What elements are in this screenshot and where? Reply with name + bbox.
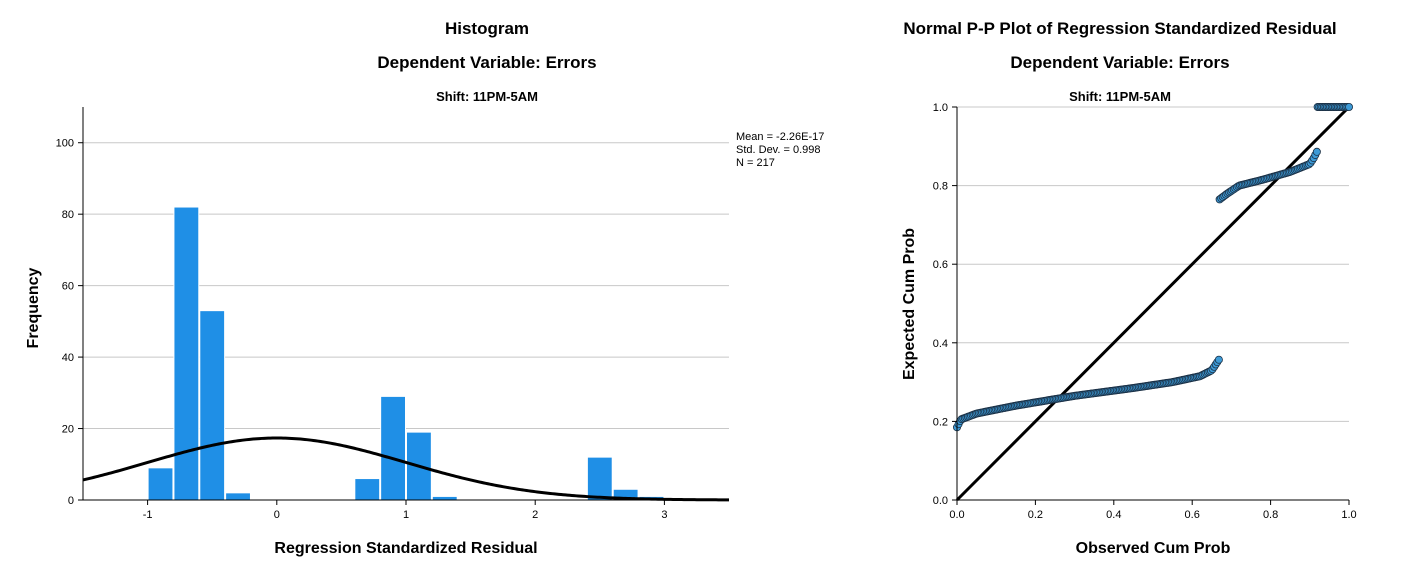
pp-points	[953, 103, 1354, 432]
histogram-y-tick-label: 40	[62, 352, 74, 364]
histogram-bar	[380, 395, 407, 501]
histogram-normal-curve	[82, 436, 730, 502]
pp-y-tick-label: 0.8	[933, 181, 948, 193]
pp-plot-chart: Normal P-P Plot of Regression Standardiz…	[901, 19, 1357, 557]
pp-panel-label: Shift: 11PM-5AM	[1069, 89, 1171, 104]
pp-x-tick-label: 0.2	[1028, 509, 1043, 521]
pp-point	[1312, 147, 1321, 156]
histogram-x-tick-label: 1	[403, 509, 409, 521]
pp-y-axis-label: Expected Cum Prob	[901, 228, 918, 380]
pp-subtitle: Dependent Variable: Errors	[1010, 53, 1229, 72]
histogram-bar	[173, 206, 200, 501]
pp-y-tick-label: 1.0	[933, 102, 948, 114]
pp-y-ticks: 0.0 0.2 0.4 0.6 0.8 1.0	[933, 102, 957, 507]
histogram-y-tick-label: 20	[62, 424, 74, 436]
pp-reference-line-group	[955, 105, 1351, 502]
pp-reference-line	[955, 105, 1351, 502]
pp-x-axis-label: Observed Cum Prob	[1076, 540, 1231, 557]
histogram-chart: Histogram Dependent Variable: Errors Shi…	[25, 19, 824, 557]
histogram-x-tick-label: -1	[143, 509, 153, 521]
histogram-normal-curve-group	[82, 436, 730, 502]
histogram-y-tick-label: 0	[68, 495, 74, 507]
histogram-x-tick-label: 2	[532, 509, 538, 521]
histogram-x-tick-label: 3	[661, 509, 667, 521]
histogram-bar	[431, 495, 458, 501]
histogram-y-tick-label: 100	[56, 138, 74, 150]
histogram-bar	[225, 492, 251, 501]
histogram-title: Histogram	[445, 19, 529, 38]
pp-point	[1345, 103, 1354, 112]
pp-x-tick-label: 0.4	[1106, 509, 1121, 521]
histogram-stat-n: N = 217	[736, 157, 775, 169]
pp-x-tick-label: 0.8	[1263, 509, 1278, 521]
pp-gridlines	[957, 106, 1349, 422]
pp-y-tick-label: 0.0	[933, 495, 948, 507]
histogram-bars	[147, 206, 665, 501]
histogram-y-ticks: 0 20 40 60 80 100	[56, 138, 83, 507]
pp-x-tick-label: 1.0	[1341, 509, 1356, 521]
histogram-bar	[354, 478, 381, 501]
pp-axes	[956, 107, 1349, 501]
histogram-x-ticks: -1 0 1 2 3	[143, 500, 667, 521]
pp-y-tick-label: 0.4	[933, 338, 948, 350]
pp-title: Normal P-P Plot of Regression Standardiz…	[903, 19, 1336, 38]
histogram-x-tick-label: 0	[274, 509, 280, 521]
histogram-panel-label: Shift: 11PM-5AM	[436, 89, 538, 104]
histogram-x-axis-label: Regression Standardized Residual	[274, 540, 537, 557]
pp-x-tick-label: 0.6	[1185, 509, 1200, 521]
histogram-bar	[586, 456, 613, 501]
pp-x-tick-label: 0.0	[949, 509, 964, 521]
pp-y-tick-label: 0.2	[933, 416, 948, 428]
histogram-stat-std: Std. Dev. = 0.998	[736, 144, 821, 156]
histogram-bar	[199, 310, 226, 501]
histogram-y-axis-label: Frequency	[25, 267, 42, 348]
histogram-bar	[147, 467, 174, 501]
pp-point	[1214, 355, 1223, 364]
histogram-subtitle: Dependent Variable: Errors	[377, 53, 596, 72]
histogram-y-tick-label: 60	[62, 281, 74, 293]
pp-y-tick-label: 0.6	[933, 259, 948, 271]
histogram-stat-mean: Mean = -2.26E-17	[736, 131, 824, 143]
histogram-y-tick-label: 80	[62, 209, 74, 221]
pp-x-ticks: 0.0 0.2 0.4 0.6 0.8 1.0	[949, 500, 1357, 521]
